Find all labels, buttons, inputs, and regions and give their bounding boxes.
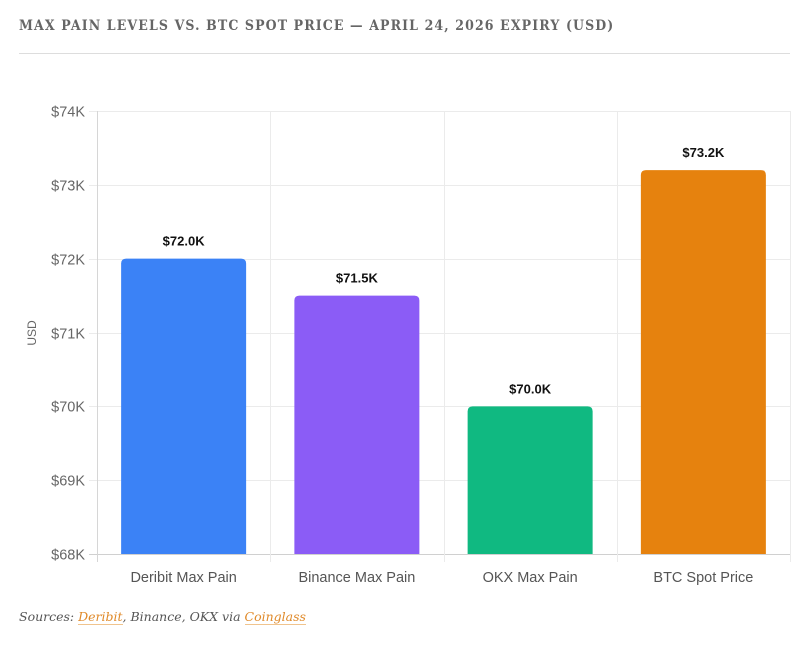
x-tick-label: OKX Max Pain <box>483 570 578 586</box>
bars: $72.0K $71.5K $70.0K $73.2K <box>121 145 766 555</box>
chart-title: MAX PAIN LEVELS VS. BTC SPOT PRICE — APR… <box>19 18 615 34</box>
source-prefix: Sources: <box>19 609 79 624</box>
y-tick-label: $74K <box>51 105 85 121</box>
source-note: Sources: Deribit, Binance, OKX via Coing… <box>19 609 306 625</box>
x-axis-ticks: Deribit Max Pain Binance Max Pain OKX Max … <box>130 570 753 586</box>
y-tick-label: $73K <box>51 179 85 195</box>
data-label: $72.0K <box>163 234 206 249</box>
data-label: $73.2K <box>682 145 725 160</box>
bar-deribit-max-pain <box>121 258 247 554</box>
title-divider <box>19 53 790 54</box>
y-tick-label: $70K <box>51 400 85 416</box>
x-tick-label: Binance Max Pain <box>298 570 415 586</box>
y-axis-label: USD <box>25 320 39 346</box>
bar-chart: $68K$69K$70K$71K$72K$73K$74K USD $72.0K$… <box>25 105 791 586</box>
y-tick-label: $72K <box>51 253 85 269</box>
data-label: $71.5K <box>336 271 379 286</box>
source-link-coinglass[interactable]: Coinglass <box>244 609 306 625</box>
x-tick-label: Deribit Max Pain <box>130 570 236 586</box>
y-axis-ticks: $68K $69K $70K $71K $72K $73K $74K <box>51 105 85 564</box>
source-middle: , Binance, OKX via <box>122 609 245 624</box>
bar-binance-max-pain <box>294 295 420 554</box>
y-tick-label: $71K <box>51 327 85 343</box>
x-tick-label: BTC Spot Price <box>653 570 753 586</box>
y-tick-label: $68K <box>51 548 85 564</box>
source-link-deribit[interactable]: Deribit <box>78 609 123 625</box>
bar-btc-spot-price <box>640 170 766 555</box>
bar-okx-max-pain <box>467 406 593 554</box>
y-tick-label: $69K <box>51 474 85 490</box>
data-label: $70.0K <box>509 381 552 396</box>
